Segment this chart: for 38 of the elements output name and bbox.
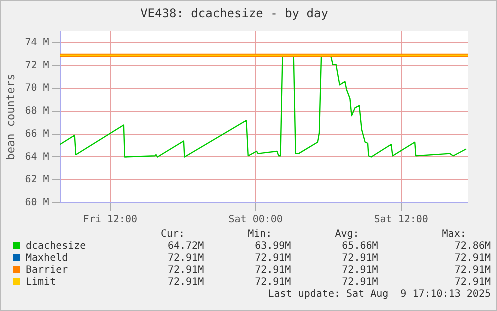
x-tick-label: Sat 12:00 — [374, 214, 428, 226]
text: 72.91M — [341, 277, 380, 289]
text: 72.86M — [454, 241, 492, 253]
text: Min: — [247, 229, 274, 241]
text: 72.91M — [254, 277, 292, 289]
text: Max: — [441, 229, 468, 241]
y-tick-label: 66 M — [25, 128, 50, 140]
text: 72.91M — [341, 253, 380, 265]
chart-title: VE438: dcachesize - by day — [140, 6, 328, 20]
x-tick-label: Sat 00:00 — [228, 214, 283, 226]
text: 63.99M — [254, 241, 292, 253]
text: 72.91M — [166, 253, 206, 265]
text: 72.91M — [254, 253, 292, 265]
legend-label: Maxheld — [25, 253, 70, 265]
text: Cur: — [160, 229, 186, 241]
legend-label: Limit — [25, 277, 58, 289]
text: 65.66M — [341, 241, 380, 253]
x-tick-label: Fri 12:00 — [83, 214, 138, 226]
y-tick-label: 62 M — [25, 174, 50, 186]
text: 72.91M — [166, 265, 206, 277]
text: Last update: Sat Aug 9 17:10:13 2025 — [267, 289, 492, 301]
legend-label: dcachesize — [25, 241, 88, 253]
text: Avg: — [334, 229, 360, 241]
y-tick-label: 70 M — [25, 83, 50, 94]
text: 72.91M — [454, 253, 492, 265]
legend-label: Barrier — [25, 265, 70, 277]
y-tick-label: 74 M — [25, 37, 50, 48]
y-tick-label: 68 M — [25, 106, 50, 118]
y-tick-label: 60 M — [25, 198, 50, 209]
text: 72.91M — [454, 277, 492, 289]
text: 64.72M — [166, 241, 206, 253]
y-axis-title: bean counters — [4, 74, 18, 160]
text: 72.91M — [341, 265, 380, 277]
y-tick-label: 64 M — [25, 152, 50, 163]
y-tick-label: 72 M — [25, 60, 50, 72]
text: 72.91M — [166, 277, 206, 289]
text: 72.91M — [454, 265, 492, 277]
text: 72.91M — [254, 265, 292, 277]
